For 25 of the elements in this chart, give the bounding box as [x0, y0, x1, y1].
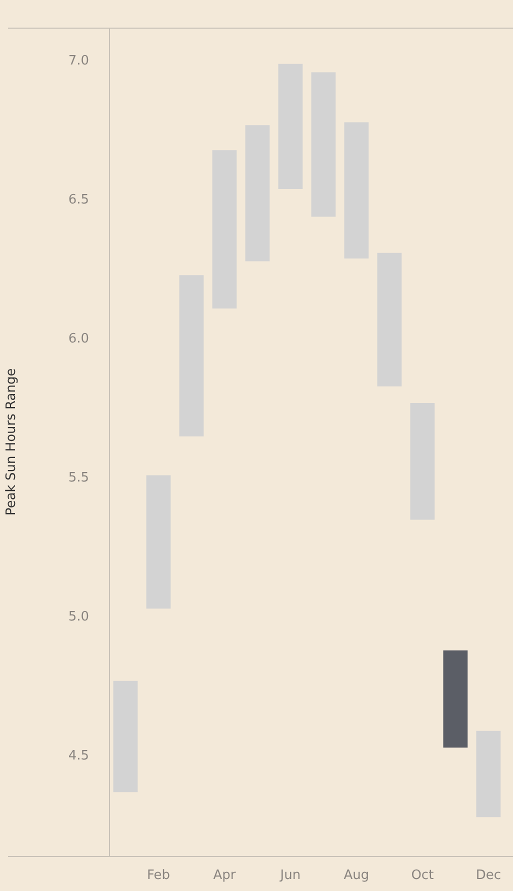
y-axis-title: Peak Sun Hours Range: [4, 368, 20, 516]
bar: [245, 125, 270, 262]
y-tick-label: 4.5: [68, 748, 89, 764]
x-tick-label: Oct: [411, 868, 434, 884]
bar: [377, 252, 402, 386]
x-tick-label: Jun: [279, 868, 301, 884]
bar: [344, 122, 369, 258]
bar: [278, 64, 303, 189]
x-tick-label: Dec: [476, 868, 501, 884]
bar: [476, 730, 501, 818]
x-tick-label: Feb: [146, 868, 170, 884]
y-tick-label: 5.0: [68, 609, 89, 624]
y-tick-label: 5.5: [68, 470, 89, 486]
x-tick-label: Aug: [344, 868, 370, 884]
bar: [113, 680, 138, 792]
bar: [179, 275, 204, 436]
x-tick-label: Apr: [213, 868, 236, 884]
bar: [311, 72, 336, 217]
bar: [146, 475, 171, 609]
bar: [212, 150, 237, 308]
bar: [443, 650, 468, 748]
y-tick-label: 7.0: [68, 54, 89, 69]
bar: [410, 402, 435, 520]
y-tick-label: 6.5: [68, 192, 89, 208]
y-tick-label: 6.0: [68, 331, 89, 346]
